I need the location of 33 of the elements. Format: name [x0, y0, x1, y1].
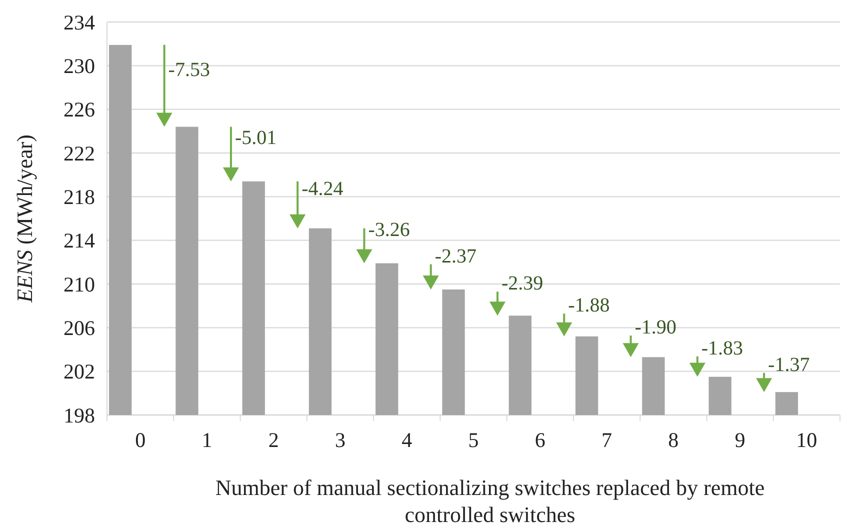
y-tick-label: 206 — [64, 316, 95, 340]
y-axis-title: EENS (MWh/year) — [12, 134, 37, 304]
annotation: -5.01 — [234, 127, 277, 150]
y-tick-label: 210 — [64, 272, 95, 296]
y-tick-label: 230 — [64, 54, 95, 78]
x-tick-label: 10 — [796, 428, 818, 452]
annotation: -4.24 — [302, 178, 344, 200]
annotation: -1.88 — [568, 294, 610, 317]
annotation: -2.37 — [434, 245, 477, 268]
annotation: -2.39 — [501, 272, 544, 295]
y-tick-label: 222 — [64, 141, 95, 166]
annotation: -1.83 — [701, 337, 744, 360]
x-axis-title: Number of manual sectionalizing switches replaced by remote controlled switches — [215, 475, 765, 527]
x-tick-label: 6 — [534, 428, 546, 452]
x-tick-label: 1 — [202, 428, 212, 452]
x-tick-label: 3 — [334, 428, 346, 452]
y-tick-label: 234 — [64, 10, 96, 34]
y-tick-label: 214 — [64, 228, 96, 253]
x-tick-label: 4 — [402, 428, 413, 452]
annotation: -1.90 — [634, 316, 676, 339]
x-tick-label: 7 — [602, 428, 612, 452]
x-tick-label: 2 — [268, 428, 279, 452]
annotation: -7.53 — [168, 58, 210, 81]
annotation: -1.37 — [768, 354, 810, 376]
x-tick-label: 5 — [468, 428, 479, 452]
y-tick-label: 202 — [64, 360, 95, 384]
x-tick-label: 9 — [734, 428, 746, 452]
x-tick-label: 0 — [135, 428, 146, 452]
y-tick-label: 198 — [64, 403, 95, 428]
y-tick-label: 218 — [64, 185, 95, 210]
x-tick-label: 8 — [668, 428, 679, 452]
annotation: -3.26 — [368, 218, 410, 241]
y-tick-label: 226 — [64, 98, 95, 122]
